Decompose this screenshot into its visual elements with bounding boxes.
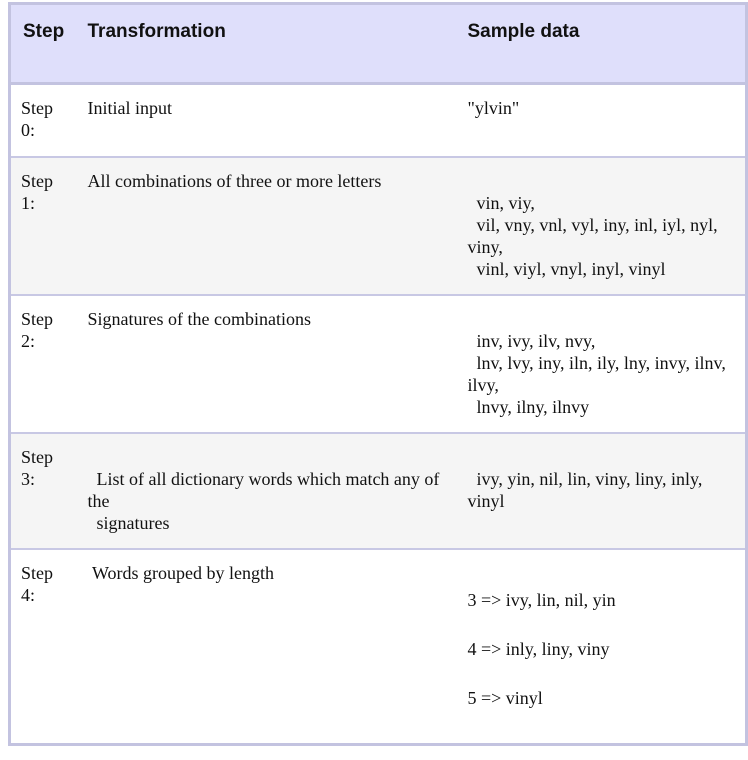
transformation-cell: List of all dictionary words which match… [73,431,454,549]
sample-data-cell: vin, viy, vil, vny, vnl, vyl, iny, inl, … [453,155,747,295]
header-transformation: Transformation [73,3,454,85]
sample-data-cell: "ylvin" [453,82,747,157]
step-cell: Step 2: [9,293,74,433]
table-row: Step 3: List of all dictionary words whi… [9,431,747,549]
step-cell: Step 1: [9,155,74,295]
sample-data-cell: inv, ivy, ilv, nvy, lnv, lvy, iny, iln, … [453,293,747,433]
length-group: 3 => ivy, lin, nil, yin [467,589,616,610]
transformation-cell: All combinations of three or more letter… [73,155,454,295]
step-cell: Step 3: [9,431,74,549]
table-row: Step 0: Initial input "ylvin" [9,82,747,157]
table-row: Step 2: Signatures of the combinations i… [9,293,747,433]
sample-data-cell: ivy, yin, nil, lin, viny, liny, inly, vi… [453,431,747,549]
sample-data-cell: 3 => ivy, lin, nil, yin 4 => inly, liny,… [453,547,747,745]
header-sample-data: Sample data [453,3,747,85]
table-row: Step 1: All combinations of three or mor… [9,155,747,295]
transformation-cell: Initial input [73,82,454,157]
length-group: 5 => vinyl [467,687,543,708]
table-row: Step 4: Words grouped by length 3 => ivy… [9,547,747,745]
steps-table: Step Transformation Sample data Step 0: … [8,2,748,746]
length-group: 4 => inly, liny, viny [467,638,610,659]
step-cell: Step 0: [9,82,74,157]
transformation-cell: Signatures of the combinations [73,293,454,433]
table-header-row: Step Transformation Sample data [9,3,747,85]
transformation-cell: Words grouped by length [73,547,454,745]
header-step: Step [9,3,74,85]
step-cell: Step 4: [9,547,74,745]
